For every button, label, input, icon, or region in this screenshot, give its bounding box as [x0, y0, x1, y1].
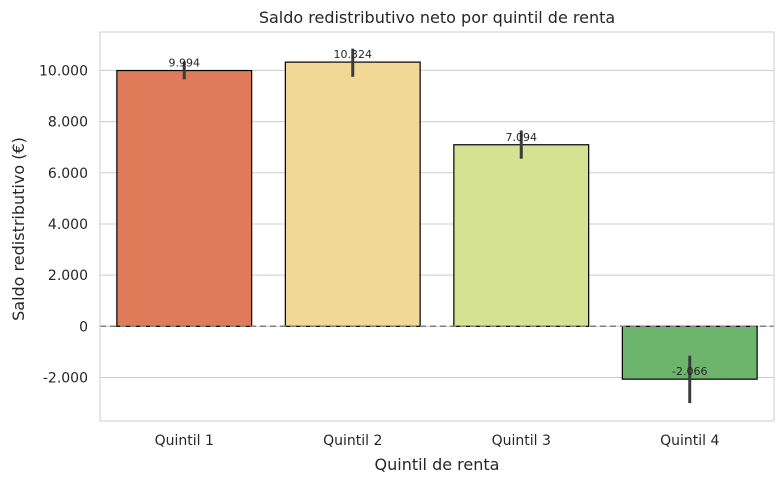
bar [453, 144, 590, 327]
y-tick-label: 4.000 [48, 217, 88, 233]
x-tick-label: Quintil 2 [323, 433, 382, 449]
plot-frame [99, 31, 775, 422]
data-label: 7.094 [506, 131, 538, 144]
x-tick-label: Quintil 3 [492, 433, 551, 449]
y-tick-label: 6.000 [48, 166, 88, 182]
bar [284, 61, 421, 327]
x-tick-labels: Quintil 1 Quintil 2 Quintil 3 Quintil 4 [155, 433, 720, 449]
error-bars [182, 48, 692, 404]
y-tick-label: -2.000 [43, 370, 88, 386]
y-tick-label: 0 [79, 319, 88, 335]
y-tick-labels: -2.000 0 2.000 4.000 6.000 8.000 10.000 [39, 63, 88, 386]
data-labels: 9.994 10.324 7.094 -2.066 [169, 48, 708, 378]
y-tick-label: 8.000 [48, 115, 88, 131]
data-label: 10.324 [334, 48, 373, 61]
x-axis-title: Quintil de renta [375, 455, 500, 474]
y-tick-label: 2.000 [48, 268, 88, 284]
x-tick-label: Quintil 1 [155, 433, 214, 449]
bar [116, 69, 253, 327]
data-label: -2.066 [672, 365, 707, 378]
bars [116, 61, 758, 380]
chart-title: Saldo redistributivo neto por quintil de… [259, 8, 615, 27]
data-label: 9.994 [169, 57, 201, 70]
y-tick-label: 10.000 [39, 63, 88, 79]
y-axis-title: Saldo redistributivo (€) [9, 137, 28, 321]
x-tick-label: Quintil 4 [660, 433, 719, 449]
